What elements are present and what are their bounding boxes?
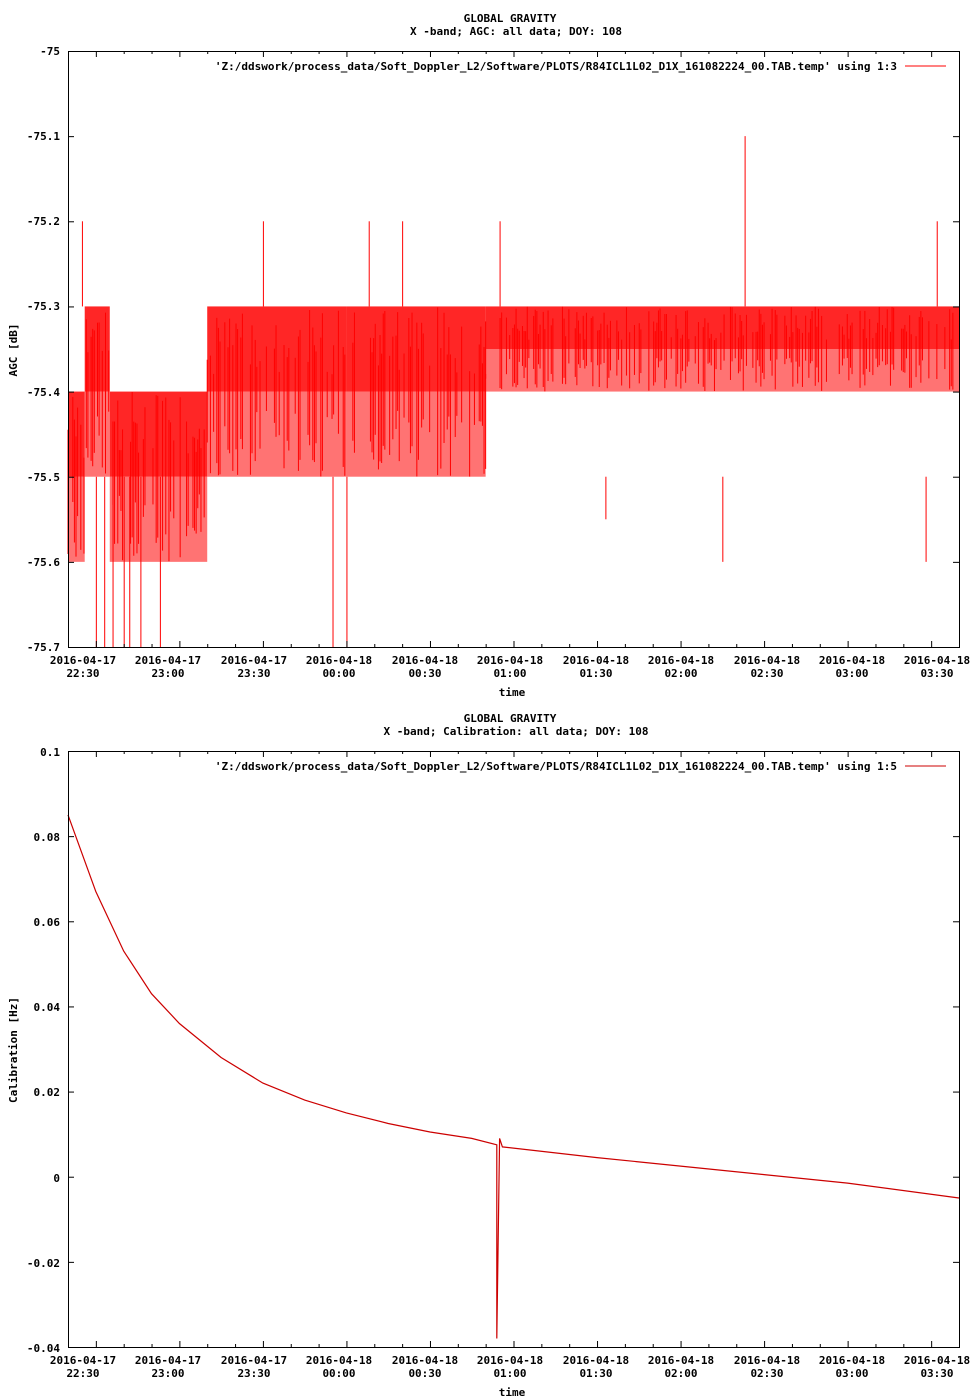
agc-data-band	[485, 349, 959, 392]
agc-y-tick-label: -75.4	[27, 386, 60, 399]
agc-y-tick-label: -75.7	[27, 641, 60, 654]
agc-x-tick-date: 2016-04-18	[904, 654, 970, 667]
agc-y-tick-label: -75.3	[27, 300, 60, 313]
agc-series	[67, 136, 959, 647]
agc-legend-label: 'Z:/ddswork/process_data/Soft_Doppler_L2…	[215, 60, 897, 73]
calibration-x-tick-time: 03:00	[835, 1367, 868, 1380]
agc-x-tick-date: 2016-04-18	[392, 654, 458, 667]
calibration-tick-marks	[68, 751, 960, 1348]
agc-data-band	[346, 306, 486, 392]
agc-y-tick-label: -75.2	[27, 215, 60, 228]
calibration-x-tick-date: 2016-04-18	[563, 1354, 629, 1367]
calibration-y-tick-labels: 0.1 0.08 0.06 0.04 0.02 0 -0.02 -0.04	[27, 746, 60, 1355]
agc-data-band	[109, 476, 208, 562]
calibration-x-tick-date: 2016-04-18	[392, 1354, 458, 1367]
calibration-x-tick-time: 01:00	[493, 1367, 526, 1380]
calibration-x-tick-date: 2016-04-18	[648, 1354, 714, 1367]
agc-data-band	[207, 391, 347, 477]
agc-x-tick-date: 2016-04-18	[819, 654, 885, 667]
calibration-y-tick-label: 0.1	[40, 746, 60, 759]
calibration-y-tick-label: -0.02	[27, 1257, 60, 1270]
calibration-chart-subtitle: X -band; Calibration: all data; DOY: 108	[384, 725, 649, 738]
calibration-x-tick-date: 2016-04-18	[734, 1354, 800, 1367]
agc-x-tick-time: 00:00	[322, 667, 355, 680]
calibration-x-tick-time: 00:30	[408, 1367, 441, 1380]
calibration-legend-label: 'Z:/ddswork/process_data/Soft_Doppler_L2…	[215, 760, 897, 773]
calibration-y-tick-label: 0.02	[34, 1086, 61, 1099]
agc-y-axis-label: AGC [dB]	[7, 324, 20, 377]
agc-axis-ticks: -75 -75.1 -75.2 -75.3 -75.4 -75.5 -75.6 …	[27, 45, 60, 654]
agc-data-band	[207, 306, 347, 392]
calibration-x-tick-time: 03:30	[920, 1367, 953, 1380]
calibration-y-axis-label: Calibration [Hz]	[7, 997, 20, 1103]
agc-x-tick-time: 00:30	[408, 667, 441, 680]
agc-y-tick-label: -75.6	[27, 556, 60, 569]
calibration-x-tick-time: 23:00	[151, 1367, 184, 1380]
calibration-x-tick-labels: 2016-04-17 22:30 2016-04-17 23:00 2016-0…	[50, 1354, 970, 1380]
calibration-y-tick-label: 0.04	[34, 1001, 61, 1014]
agc-data-band	[485, 306, 959, 349]
calibration-y-tick-label: 0.06	[34, 916, 61, 929]
agc-x-tick-date: 2016-04-18	[648, 654, 714, 667]
agc-x-tick-time: 01:30	[579, 667, 612, 680]
agc-data-band	[109, 391, 208, 477]
agc-y-tick-label: -75.5	[27, 471, 60, 484]
agc-x-axis-label: time	[499, 686, 526, 699]
calibration-x-tick-date: 2016-04-17	[135, 1354, 201, 1367]
agc-chart-title: GLOBAL GRAVITY	[464, 12, 557, 25]
calibration-y-tick-label: 0.08	[34, 831, 61, 844]
agc-x-tick-date: 2016-04-18	[306, 654, 372, 667]
calibration-x-tick-date: 2016-04-17	[50, 1354, 116, 1367]
agc-x-tick-date: 2016-04-17	[221, 654, 287, 667]
calibration-x-tick-time: 22:30	[66, 1367, 99, 1380]
agc-tick-marks	[68, 51, 960, 648]
agc-x-tick-date: 2016-04-18	[477, 654, 543, 667]
calibration-data-line	[67, 814, 960, 1339]
calibration-series	[67, 814, 960, 1339]
agc-x-tick-labels: 2016-04-17 22:30 2016-04-17 23:00 2016-0…	[50, 654, 970, 680]
calibration-x-tick-date: 2016-04-17	[221, 1354, 287, 1367]
agc-x-tick-date: 2016-04-18	[734, 654, 800, 667]
calibration-x-tick-time: 02:00	[664, 1367, 697, 1380]
agc-x-tick-time: 03:00	[835, 667, 868, 680]
agc-y-tick-label: -75	[40, 45, 60, 58]
calibration-chart-title: GLOBAL GRAVITY	[464, 712, 557, 725]
agc-x-tick-date: 2016-04-17	[50, 654, 116, 667]
calibration-x-tick-time: 01:30	[579, 1367, 612, 1380]
agc-x-tick-time: 22:30	[66, 667, 99, 680]
calibration-x-tick-date: 2016-04-18	[819, 1354, 885, 1367]
agc-x-tick-time: 01:00	[493, 667, 526, 680]
calibration-x-axis-label: time	[499, 1386, 526, 1399]
calibration-y-tick-label: 0	[53, 1172, 60, 1185]
agc-x-tick-time: 23:00	[151, 667, 184, 680]
calibration-x-tick-time: 02:30	[750, 1367, 783, 1380]
agc-chart: GLOBAL GRAVITY X -band; AGC: all data; D…	[7, 12, 970, 699]
calibration-x-tick-date: 2016-04-18	[904, 1354, 970, 1367]
agc-x-tick-date: 2016-04-18	[563, 654, 629, 667]
calibration-plot-frame	[68, 751, 960, 1348]
agc-y-tick-label: -75.1	[27, 130, 60, 143]
calibration-x-tick-date: 2016-04-18	[306, 1354, 372, 1367]
calibration-x-tick-date: 2016-04-18	[477, 1354, 543, 1367]
agc-x-tick-time: 23:30	[237, 667, 270, 680]
agc-x-tick-time: 02:30	[750, 667, 783, 680]
agc-x-tick-time: 03:30	[920, 667, 953, 680]
agc-chart-subtitle: X -band; AGC: all data; DOY: 108	[410, 25, 622, 38]
agc-x-tick-time: 02:00	[664, 667, 697, 680]
calibration-x-tick-time: 00:00	[322, 1367, 355, 1380]
agc-data-band	[346, 391, 486, 477]
agc-x-tick-date: 2016-04-17	[135, 654, 201, 667]
calibration-y-tick-label: -0.04	[27, 1342, 60, 1355]
calibration-x-tick-time: 23:30	[237, 1367, 270, 1380]
calibration-chart: GLOBAL GRAVITY X -band; Calibration: all…	[7, 712, 970, 1399]
